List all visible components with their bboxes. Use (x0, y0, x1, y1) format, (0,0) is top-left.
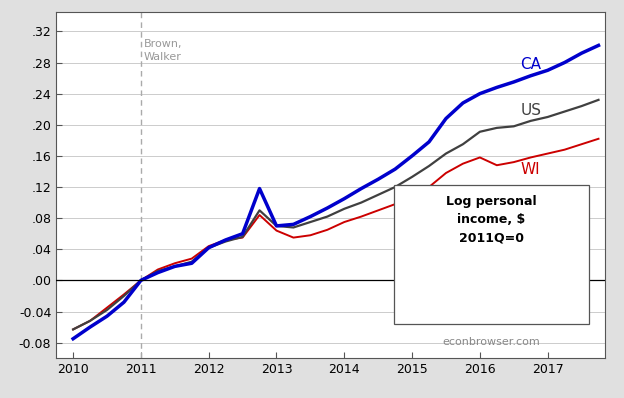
Text: econbrowser.com: econbrowser.com (442, 338, 540, 347)
Text: CA: CA (520, 57, 542, 72)
Text: WI: WI (520, 162, 540, 178)
Text: US: US (520, 103, 542, 118)
FancyBboxPatch shape (394, 185, 589, 324)
Text: Log personal
income, $
2011Q=0: Log personal income, $ 2011Q=0 (446, 195, 537, 244)
Text: Brown,
Walker: Brown, Walker (144, 39, 182, 62)
